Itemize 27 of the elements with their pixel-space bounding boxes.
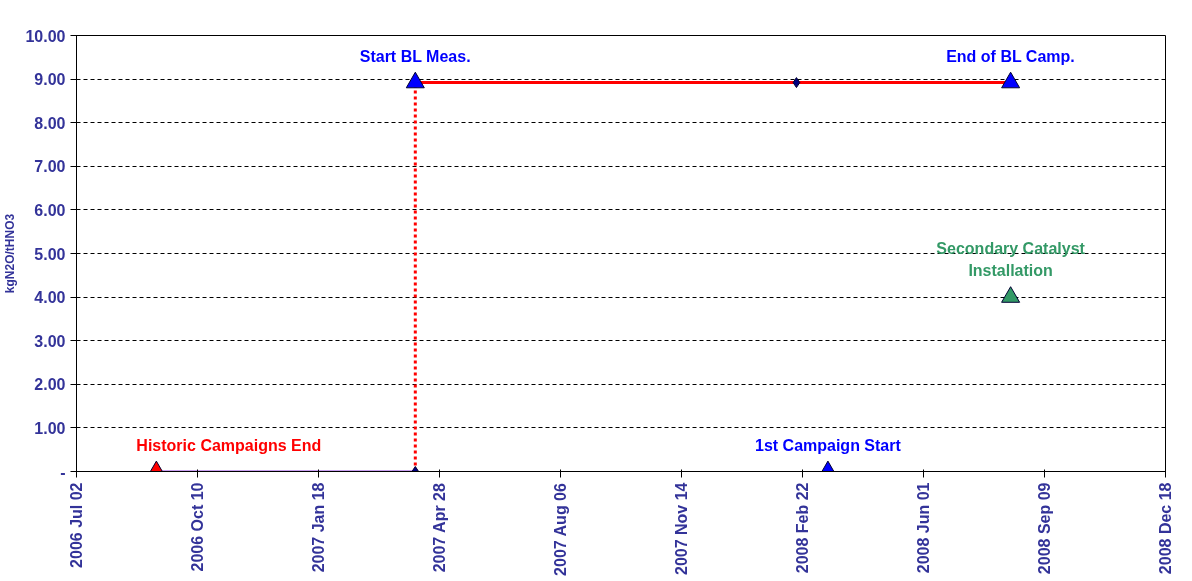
- y-tick-label: 10.00: [25, 27, 66, 45]
- x-tick-label: 2008 Dec 18: [1157, 482, 1174, 575]
- y-tick-label: 9.00: [34, 71, 66, 89]
- y-tick-label: 2.00: [34, 376, 66, 394]
- x-tick-label: 2007 Apr 28: [431, 482, 448, 573]
- x-tick-label: 2008 Sep 09: [1036, 482, 1053, 575]
- series-label: Historic Campaigns End: [136, 436, 322, 454]
- y-tick-label: 5.00: [34, 245, 66, 263]
- x-tick-label: 2007 Nov 14: [673, 482, 690, 576]
- x-tick-label: 2008 Jun 01: [915, 482, 932, 574]
- y-tick-label: 4.00: [34, 289, 66, 307]
- series-label: End of BL Camp.: [946, 47, 1075, 65]
- series-label: Start BL Meas.: [359, 47, 471, 65]
- x-tick-label: 2007 Jan 18: [310, 482, 327, 573]
- x-tick-label: 2007 Aug 06: [552, 482, 569, 576]
- series-label: Secondary Catalyst Installation: [936, 240, 1086, 280]
- x-tick-label: 2006 Oct 10: [189, 482, 206, 572]
- x-tick-label: 2006 Jul 02: [68, 482, 85, 568]
- series-label: 1st Campaign Start: [755, 436, 902, 454]
- y-tick-label: 1.00: [34, 419, 66, 437]
- y-axis-title: kgN2O/tHNO3: [3, 213, 18, 294]
- y-tick-label: 8.00: [34, 114, 66, 132]
- y-tick-label: 3.00: [34, 332, 66, 350]
- y-tick-label: 7.00: [34, 158, 66, 176]
- y-tick-label: -: [60, 463, 66, 481]
- x-tick-label: 2008 Feb 22: [794, 482, 811, 574]
- y-tick-label: 6.00: [34, 201, 66, 219]
